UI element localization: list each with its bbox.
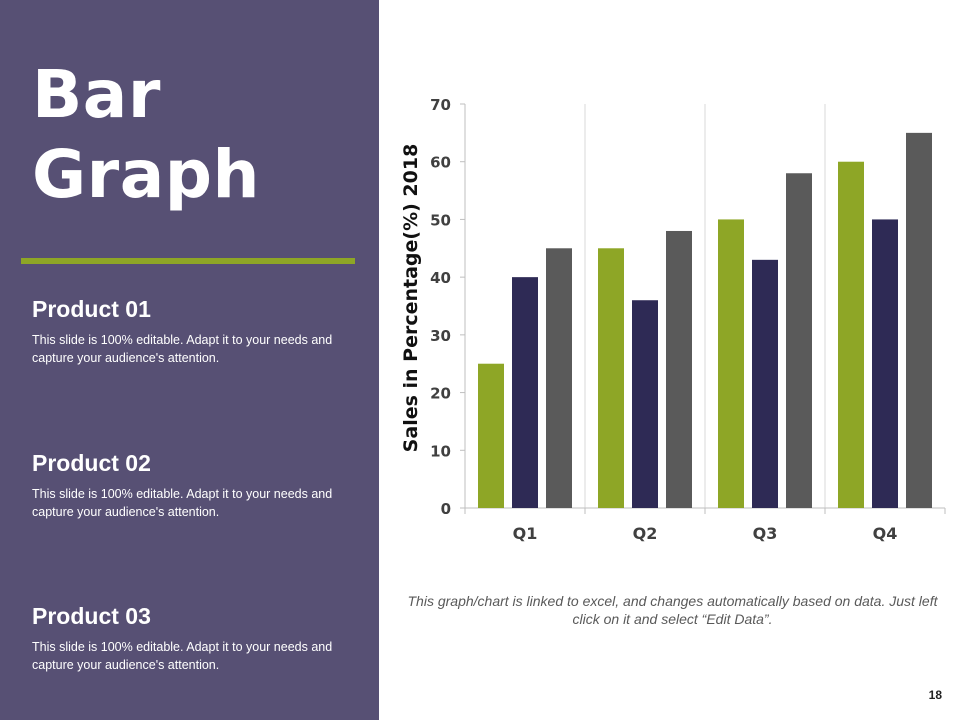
bar-q4-series-2 [872, 219, 898, 508]
x-category-label: Q4 [873, 524, 898, 543]
y-tick-label: 10 [430, 442, 451, 460]
y-axis-title: Sales in Percentage(%) 2018 [400, 144, 422, 453]
y-tick-label: 60 [430, 154, 451, 172]
page-number: 18 [928, 688, 942, 702]
chart-footnote: This graph/chart is linked to excel, and… [407, 593, 938, 627]
x-category-label: Q3 [753, 524, 778, 543]
bar-q3-series-2 [752, 259, 778, 508]
product-03-block: Product 03 This slide is 100% editable. … [32, 602, 352, 674]
bar-q4-series-3 [906, 132, 932, 508]
y-tick-label: 70 [430, 96, 451, 114]
bar-q2-series-1 [598, 248, 624, 509]
bar-chart[interactable]: 0 10 20 30 40 50 60 70 Q1 Q2 Q3 Q4 Sales in Percenta… [390, 80, 960, 550]
bar-q1-series-3 [546, 248, 572, 509]
y-tick-label: 30 [430, 327, 451, 345]
y-tick-label: 20 [430, 385, 451, 403]
y-tick-label: 40 [430, 269, 451, 287]
slide-title: Bar Graph [32, 55, 362, 215]
bar-q4-series-1 [838, 161, 864, 508]
bar-chart-svg[interactable]: 0 10 20 30 40 50 60 70 Q1 Q2 Q3 Q4 Sales in Percenta… [390, 80, 960, 550]
product-03-title: Product 03 [32, 603, 151, 629]
title-underline [21, 258, 355, 264]
y-tick-label: 50 [430, 211, 451, 229]
bar-q3-series-3 [786, 173, 812, 508]
bar-q2-series-3 [666, 230, 692, 508]
product-03-description: This slide is 100% editable. Adapt it to… [32, 640, 333, 672]
product-02-title: Product 02 [32, 450, 151, 476]
bar-q3-series-1 [718, 219, 744, 508]
product-02-block: Product 02 This slide is 100% editable. … [32, 449, 352, 521]
slide-title-line-2: Graph [32, 136, 260, 213]
bar-q1-series-1 [478, 363, 504, 508]
left-panel: Bar Graph Product 01 This slide is 100% … [0, 0, 379, 720]
bar-q2-series-2 [632, 300, 658, 508]
product-02-description: This slide is 100% editable. Adapt it to… [32, 487, 333, 519]
product-01-description: This slide is 100% editable. Adapt it to… [32, 333, 333, 365]
product-01-block: Product 01 This slide is 100% editable. … [32, 295, 352, 367]
slide-title-line-1: Bar [32, 56, 161, 133]
x-category-label: Q1 [513, 524, 538, 543]
x-category-label: Q2 [633, 524, 658, 543]
bar-q1-series-2 [512, 277, 538, 508]
y-tick-label: 0 [441, 500, 451, 518]
product-01-title: Product 01 [32, 296, 151, 322]
